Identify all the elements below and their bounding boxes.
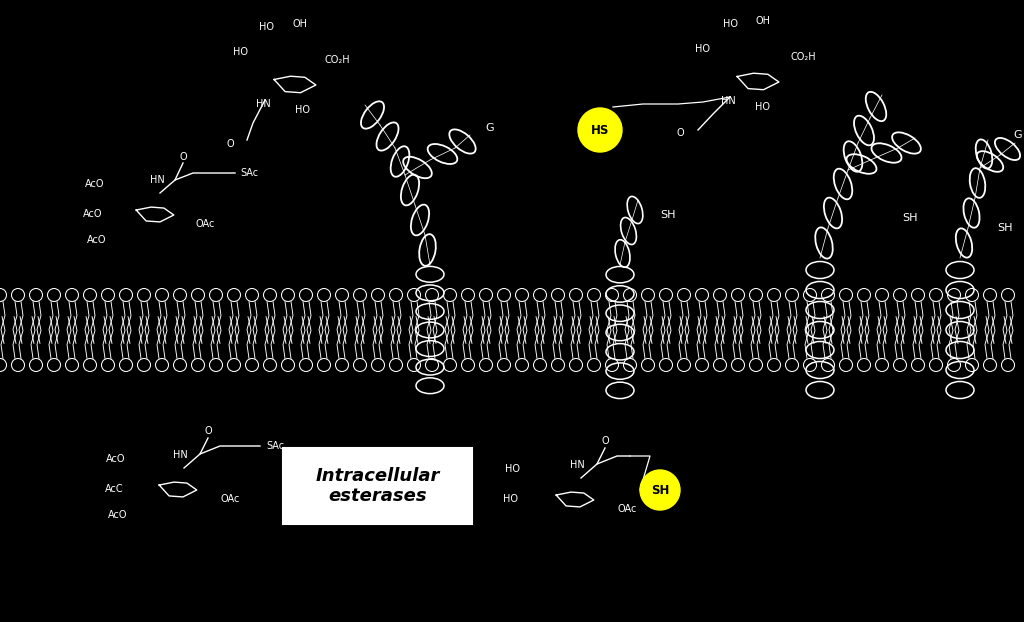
Text: O: O [204, 426, 212, 436]
Text: HN: HN [173, 450, 187, 460]
Text: O: O [226, 139, 233, 149]
Text: HO: HO [232, 47, 248, 57]
Text: AcO: AcO [85, 179, 104, 189]
FancyBboxPatch shape [283, 448, 472, 524]
Text: HO: HO [259, 22, 274, 32]
Text: G: G [485, 123, 495, 133]
Circle shape [578, 108, 622, 152]
Text: O: O [179, 152, 186, 162]
Text: SH: SH [997, 223, 1013, 233]
Text: O: O [601, 436, 609, 446]
Text: AcO: AcO [87, 235, 106, 245]
Text: AcO: AcO [109, 510, 128, 520]
Text: SH: SH [660, 210, 676, 220]
Text: OAc: OAc [617, 504, 637, 514]
Text: HO: HO [756, 102, 770, 112]
Circle shape [640, 470, 680, 510]
Text: Intracellular
esterases: Intracellular esterases [315, 466, 439, 506]
Text: AcC: AcC [104, 484, 123, 494]
Text: HO: HO [723, 19, 737, 29]
Text: OAc: OAc [196, 219, 215, 229]
Text: HO: HO [296, 105, 310, 115]
Text: SH: SH [902, 213, 918, 223]
Text: SAc: SAc [266, 441, 284, 451]
Text: SAc: SAc [240, 168, 258, 178]
Text: AcO: AcO [106, 454, 126, 464]
Text: HO: HO [695, 44, 711, 54]
Text: CO₂H: CO₂H [325, 55, 350, 65]
Text: HN: HN [721, 96, 735, 106]
Text: HO: HO [504, 494, 518, 504]
Text: O: O [676, 128, 684, 138]
Text: HO: HO [506, 464, 520, 474]
Text: HN: HN [569, 460, 585, 470]
Text: HN: HN [150, 175, 165, 185]
Text: HN: HN [256, 99, 270, 109]
Text: AcO: AcO [83, 209, 102, 219]
Text: SH: SH [651, 483, 670, 496]
Text: OH: OH [293, 19, 307, 29]
Text: G: G [1014, 130, 1022, 140]
Text: CO₂H: CO₂H [791, 52, 816, 62]
Text: HS: HS [591, 124, 609, 136]
Text: OAc: OAc [220, 494, 240, 504]
Text: OH: OH [756, 16, 770, 26]
